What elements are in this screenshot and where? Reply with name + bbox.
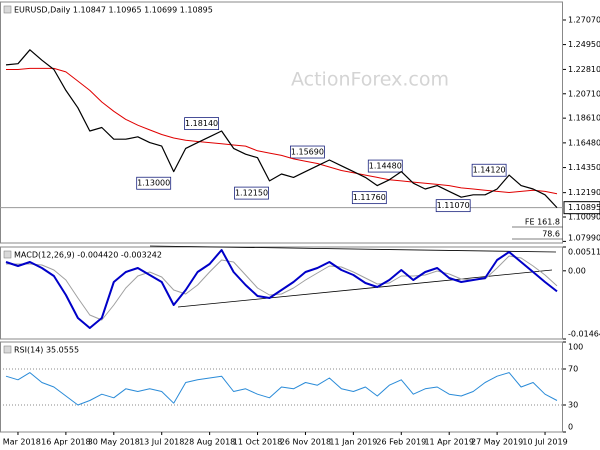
annotation-label: 1.15690 bbox=[291, 148, 324, 157]
x-tick-label: 28 Aug 2018 bbox=[184, 438, 235, 447]
x-tick-label: 26 Feb 2019 bbox=[376, 438, 426, 447]
annotation-label: 1.11760 bbox=[353, 193, 386, 202]
watermark: ActionForex.com bbox=[291, 69, 449, 91]
y-tick-label: 1.27070 bbox=[568, 15, 600, 24]
annotation-label: 1.14120 bbox=[473, 166, 506, 175]
y-tick-label: 1.20710 bbox=[568, 89, 600, 98]
x-tick-label: 16 Apr 2018 bbox=[41, 438, 90, 447]
annotation-box bbox=[290, 145, 325, 159]
series-line bbox=[6, 255, 558, 321]
y-tick-label: 0.005114 bbox=[568, 248, 600, 257]
annotation-box bbox=[234, 186, 269, 200]
panel-frame bbox=[0, 246, 563, 340]
panel-title: EURUSD,Daily 1.10847 1.10965 1.10699 1.1… bbox=[14, 6, 213, 15]
y-tick-label: 0.00 bbox=[568, 266, 586, 275]
y-tick-label: 70 bbox=[568, 365, 578, 374]
x-tick-label: 1 Mar 2018 bbox=[0, 438, 41, 447]
annotation-box bbox=[184, 117, 220, 131]
trend-line bbox=[149, 245, 557, 253]
annotation-box bbox=[471, 163, 507, 177]
annotation-label: 1.11070 bbox=[437, 201, 470, 210]
last-price-label: 1.10895 bbox=[568, 203, 600, 212]
panel-title: RSI(14) 35.0555 bbox=[14, 346, 79, 355]
y-tick-label: 1.18610 bbox=[568, 114, 600, 123]
y-tick-label: 1.24950 bbox=[568, 40, 600, 49]
annotation-label: 1.14480 bbox=[369, 162, 402, 171]
annotation-label: 1.13000 bbox=[137, 179, 170, 188]
y-tick-label: 100 bbox=[568, 343, 583, 352]
panel-frame bbox=[0, 1, 563, 244]
x-tick-label: 30 May 2018 bbox=[88, 438, 140, 447]
annotation-box bbox=[351, 191, 387, 205]
panel-frame bbox=[0, 341, 563, 433]
fib-label: 78.6 bbox=[542, 230, 560, 239]
x-tick-label: 13 Jul 2018 bbox=[139, 438, 184, 447]
x-tick-label: 11 Apr 2019 bbox=[424, 438, 473, 447]
y-tick-label: 1.12190 bbox=[568, 188, 600, 197]
fib-label: FE 161.8 bbox=[525, 218, 560, 227]
last-price-box bbox=[563, 201, 600, 215]
title-icon bbox=[3, 5, 12, 14]
title-icon bbox=[3, 345, 12, 354]
annotation-label: 1.18140 bbox=[185, 119, 218, 128]
annotation-box bbox=[367, 159, 403, 173]
y-tick-label: 1.22810 bbox=[568, 65, 600, 74]
x-tick-label: 11 Jan 2019 bbox=[329, 438, 377, 447]
x-tick-label: 26 Nov 2018 bbox=[280, 438, 331, 447]
y-tick-label: 1.16480 bbox=[568, 138, 600, 147]
y-tick-label: 1.07990 bbox=[568, 234, 600, 243]
x-tick-label: 11 Oct 2018 bbox=[233, 438, 282, 447]
series-line bbox=[6, 67, 558, 195]
series-line bbox=[5, 49, 558, 209]
series-line bbox=[5, 372, 558, 406]
trend-line bbox=[177, 269, 553, 308]
series-line bbox=[5, 249, 558, 329]
y-tick-label: 0 bbox=[568, 423, 573, 432]
y-tick-label: -0.014647 bbox=[568, 330, 600, 339]
y-tick-label: 1.10090 bbox=[568, 213, 600, 222]
y-tick-label: 30 bbox=[568, 401, 578, 410]
x-tick-label: 27 May 2019 bbox=[471, 438, 523, 447]
annotation-box bbox=[136, 176, 172, 190]
annotation-box bbox=[435, 199, 471, 213]
annotation-label: 1.12150 bbox=[235, 189, 268, 198]
title-icon bbox=[3, 250, 12, 259]
panel-title: MACD(12,26,9) -0.004420 -0.003242 bbox=[14, 251, 162, 260]
y-tick-label: 1.14350 bbox=[568, 163, 600, 172]
x-tick-label: 10 Jul 2019 bbox=[522, 438, 567, 447]
